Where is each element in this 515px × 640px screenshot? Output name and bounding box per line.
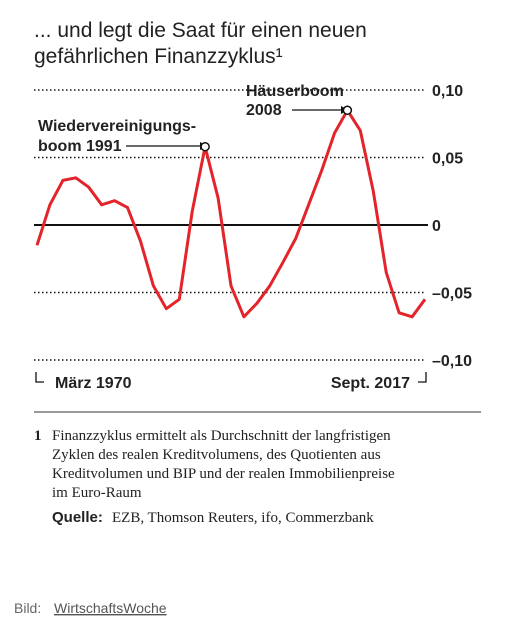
annotation-text: Wiedervereinigungs- (38, 118, 196, 135)
axis-bracket (35, 372, 44, 383)
footnote-number: 1 (34, 428, 42, 444)
footnote-line: im Euro-Raum (52, 485, 142, 501)
title-line: ... und legt die Saat für einen neuen (34, 19, 367, 42)
axis-bracket (418, 372, 427, 383)
y-tick-label: 0,10 (432, 83, 463, 100)
y-tick-label: –0,10 (432, 353, 472, 370)
x-tick-label: März 1970 (55, 375, 132, 392)
annotation: Wiedervereinigungs- boom 1991 Häuserboom… (38, 83, 348, 155)
title-line: gefährlichen Finanzzyklus¹ (34, 45, 283, 68)
peak-marker (342, 105, 353, 115)
caption-label: Bild: (14, 600, 41, 616)
footnote-line: Zyklen des realen Kreditvolumens, des Qu… (52, 447, 381, 463)
caption-link[interactable]: WirtschaftsWoche (54, 600, 167, 616)
annotation-text: Häuserboom (246, 83, 344, 100)
footnote-line: Kreditvolumen und BIP und der realen Imm… (52, 466, 395, 482)
source: EZB, Thomson Reuters, ifo, Commerzbank (112, 510, 374, 526)
footnote-line: Finanzzyklus ermittelt als Durchschnitt … (52, 428, 391, 444)
y-tick-label: –0,05 (432, 286, 472, 303)
data-line (35, 108, 427, 319)
y-tick-label: 0,05 (432, 151, 463, 168)
x-tick-label: Sept. 2017 (331, 375, 410, 392)
source-label: Quelle: (52, 509, 103, 526)
annotation-text: boom 1991 (38, 138, 122, 155)
peak-marker (200, 141, 210, 152)
annotation-text: 2008 (246, 102, 282, 119)
y-tick-label: 0 (432, 218, 441, 235)
